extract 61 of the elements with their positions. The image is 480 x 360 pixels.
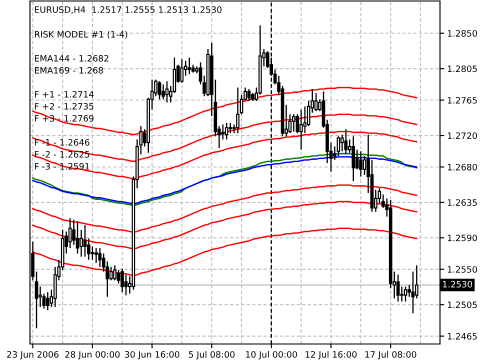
text: RISK MODEL #1 (1-4) bbox=[34, 30, 128, 39]
annotation: EMA144 - 1.2682 bbox=[34, 55, 108, 62]
candlestick bbox=[221, 124, 225, 140]
text: EURUSD,H4 1.2517 1.2555 1.2513 1.2530 bbox=[34, 6, 222, 14]
y-tick-label: 1.2765 bbox=[448, 96, 477, 104]
candlestick bbox=[292, 114, 296, 132]
candlestick bbox=[299, 108, 303, 150]
candlestick bbox=[98, 247, 102, 268]
candlestick bbox=[113, 264, 116, 281]
candlestick bbox=[400, 286, 404, 302]
annotation: F +3 - 1.2769 bbox=[34, 115, 94, 122]
annotation: F +1 - 1.2714 bbox=[34, 91, 94, 98]
candlestick bbox=[247, 88, 251, 102]
annotation: EMA169 - 1.268 bbox=[34, 67, 104, 74]
annotation: F +2 - 1.2735 bbox=[34, 103, 94, 110]
x-tick-label: 5 Jul 08:00 bbox=[188, 350, 235, 360]
candlestick bbox=[46, 291, 50, 311]
candlestick bbox=[162, 84, 165, 100]
x-tick-label: 12 Jul 16:00 bbox=[306, 350, 357, 360]
y-tick-label: 1.2635 bbox=[448, 199, 477, 206]
y-tick-label: 1.2805 bbox=[448, 65, 477, 72]
line-series bbox=[32, 130, 418, 180]
y-tick-label: 1.2680 bbox=[448, 164, 477, 170]
candlestick bbox=[180, 58, 184, 84]
y-tick-label: 1.2550 bbox=[448, 266, 477, 273]
ref-line-label: 1.2530 bbox=[443, 280, 472, 288]
candlestick bbox=[336, 136, 340, 157]
candlestick bbox=[120, 268, 124, 293]
y-tick-label: 1.2850 bbox=[448, 30, 477, 37]
x-tick-label: 23 Jun 2006 bbox=[7, 351, 59, 360]
candlestick bbox=[38, 286, 42, 308]
candlestick bbox=[76, 220, 80, 254]
x-tick-label: 17 Jul 08:00 bbox=[365, 350, 416, 360]
candlestick bbox=[165, 80, 169, 104]
annotation: F -2 - 1.2625 bbox=[34, 151, 90, 158]
candlestick bbox=[109, 266, 113, 281]
candlestick bbox=[344, 128, 348, 156]
y-tick-label: 1.2720 bbox=[448, 132, 477, 139]
y-tick-label: 1.2590 bbox=[448, 234, 477, 242]
candlestick bbox=[188, 57, 192, 75]
candlestick bbox=[116, 269, 120, 284]
candlestick bbox=[224, 122, 228, 140]
candlestick bbox=[124, 274, 128, 296]
candlestick bbox=[228, 122, 232, 134]
x-tick-label: 10 Jul 00:00 bbox=[246, 350, 297, 360]
candlestick bbox=[362, 155, 366, 176]
candlestick bbox=[83, 224, 87, 258]
line-series bbox=[32, 184, 418, 233]
x-tick-label: 28 Jun 00:00 bbox=[65, 351, 120, 360]
x-tick-label: 30 Jun 16:00 bbox=[124, 351, 180, 360]
candlestick bbox=[90, 246, 94, 260]
candlestick bbox=[396, 274, 400, 302]
candlestick bbox=[94, 247, 98, 264]
candlestick bbox=[236, 86, 240, 134]
candlestick bbox=[80, 229, 83, 258]
candlestick bbox=[359, 150, 362, 178]
candlestick bbox=[352, 136, 356, 182]
candlestick bbox=[314, 92, 318, 112]
y-tick-label: 1.2505 bbox=[448, 301, 477, 308]
y-tick-label: 1.2465 bbox=[448, 332, 477, 340]
candlestick bbox=[404, 286, 408, 302]
